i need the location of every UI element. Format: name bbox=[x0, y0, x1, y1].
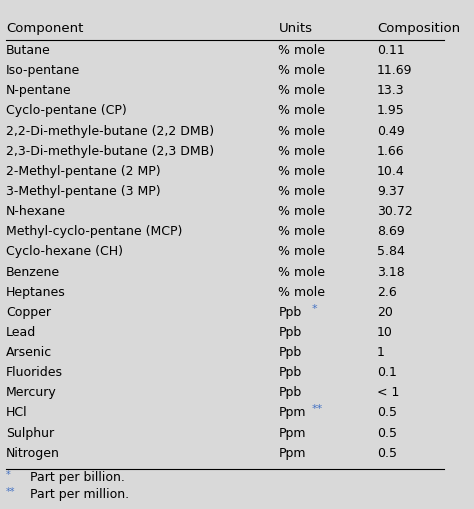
Text: Component: Component bbox=[6, 22, 83, 35]
Text: 10: 10 bbox=[377, 326, 392, 339]
Text: % mole: % mole bbox=[278, 205, 326, 218]
Text: Ppb: Ppb bbox=[278, 306, 301, 319]
Text: Ppm: Ppm bbox=[278, 427, 306, 440]
Text: Part per million.: Part per million. bbox=[26, 488, 129, 500]
Text: Methyl-cyclo-pentane (MCP): Methyl-cyclo-pentane (MCP) bbox=[6, 225, 182, 238]
Text: Ppb: Ppb bbox=[278, 346, 301, 359]
Text: % mole: % mole bbox=[278, 225, 326, 238]
Text: 2-Methyl-pentane (2 MP): 2-Methyl-pentane (2 MP) bbox=[6, 165, 161, 178]
Text: Heptanes: Heptanes bbox=[6, 286, 65, 299]
Text: Nitrogen: Nitrogen bbox=[6, 447, 60, 460]
Text: 2.6: 2.6 bbox=[377, 286, 397, 299]
Text: % mole: % mole bbox=[278, 104, 326, 118]
Text: Benzene: Benzene bbox=[6, 266, 60, 278]
Text: N-hexane: N-hexane bbox=[6, 205, 66, 218]
Text: 5.84: 5.84 bbox=[377, 245, 405, 259]
Text: 2,3-Di-methyle-butane (2,3 DMB): 2,3-Di-methyle-butane (2,3 DMB) bbox=[6, 145, 214, 158]
Text: % mole: % mole bbox=[278, 125, 326, 137]
Text: Lead: Lead bbox=[6, 326, 36, 339]
Text: Cyclo-hexane (CH): Cyclo-hexane (CH) bbox=[6, 245, 123, 259]
Text: Cyclo-pentane (CP): Cyclo-pentane (CP) bbox=[6, 104, 127, 118]
Text: Ppb: Ppb bbox=[278, 386, 301, 400]
Text: 9.37: 9.37 bbox=[377, 185, 404, 198]
Text: % mole: % mole bbox=[278, 145, 326, 158]
Text: 1: 1 bbox=[377, 346, 384, 359]
Text: 11.69: 11.69 bbox=[377, 64, 412, 77]
Text: % mole: % mole bbox=[278, 286, 326, 299]
Text: % mole: % mole bbox=[278, 165, 326, 178]
Text: 10.4: 10.4 bbox=[377, 165, 404, 178]
Text: Sulphur: Sulphur bbox=[6, 427, 54, 440]
Text: 3.18: 3.18 bbox=[377, 266, 404, 278]
Text: HCl: HCl bbox=[6, 407, 27, 419]
Text: Ppb: Ppb bbox=[278, 326, 301, 339]
Text: Arsenic: Arsenic bbox=[6, 346, 52, 359]
Text: Butane: Butane bbox=[6, 44, 51, 57]
Text: 0.49: 0.49 bbox=[377, 125, 404, 137]
Text: < 1: < 1 bbox=[377, 386, 399, 400]
Text: Copper: Copper bbox=[6, 306, 51, 319]
Text: % mole: % mole bbox=[278, 64, 326, 77]
Text: Ppm: Ppm bbox=[278, 407, 306, 419]
Text: 8.69: 8.69 bbox=[377, 225, 404, 238]
Text: % mole: % mole bbox=[278, 185, 326, 198]
Text: 0.5: 0.5 bbox=[377, 427, 397, 440]
Text: **: ** bbox=[6, 488, 15, 497]
Text: **: ** bbox=[312, 404, 323, 414]
Text: Composition: Composition bbox=[377, 22, 460, 35]
Text: 0.1: 0.1 bbox=[377, 366, 397, 379]
Text: % mole: % mole bbox=[278, 245, 326, 259]
Text: *: * bbox=[6, 470, 10, 480]
Text: 2,2-Di-methyle-butane (2,2 DMB): 2,2-Di-methyle-butane (2,2 DMB) bbox=[6, 125, 214, 137]
Text: N-pentane: N-pentane bbox=[6, 84, 72, 97]
Text: Ppm: Ppm bbox=[278, 447, 306, 460]
Text: Fluorides: Fluorides bbox=[6, 366, 63, 379]
Text: 0.5: 0.5 bbox=[377, 407, 397, 419]
Text: 13.3: 13.3 bbox=[377, 84, 404, 97]
Text: 1.95: 1.95 bbox=[377, 104, 404, 118]
Text: Iso-pentane: Iso-pentane bbox=[6, 64, 80, 77]
Text: 1.66: 1.66 bbox=[377, 145, 404, 158]
Text: % mole: % mole bbox=[278, 84, 326, 97]
Text: 30.72: 30.72 bbox=[377, 205, 412, 218]
Text: % mole: % mole bbox=[278, 266, 326, 278]
Text: 20: 20 bbox=[377, 306, 392, 319]
Text: Part per billion.: Part per billion. bbox=[26, 471, 125, 484]
Text: Ppb: Ppb bbox=[278, 366, 301, 379]
Text: 0.5: 0.5 bbox=[377, 447, 397, 460]
Text: Mercury: Mercury bbox=[6, 386, 56, 400]
Text: *: * bbox=[312, 304, 318, 314]
Text: 3-Methyl-pentane (3 MP): 3-Methyl-pentane (3 MP) bbox=[6, 185, 161, 198]
Text: 0.11: 0.11 bbox=[377, 44, 404, 57]
Text: % mole: % mole bbox=[278, 44, 326, 57]
Text: Units: Units bbox=[278, 22, 312, 35]
